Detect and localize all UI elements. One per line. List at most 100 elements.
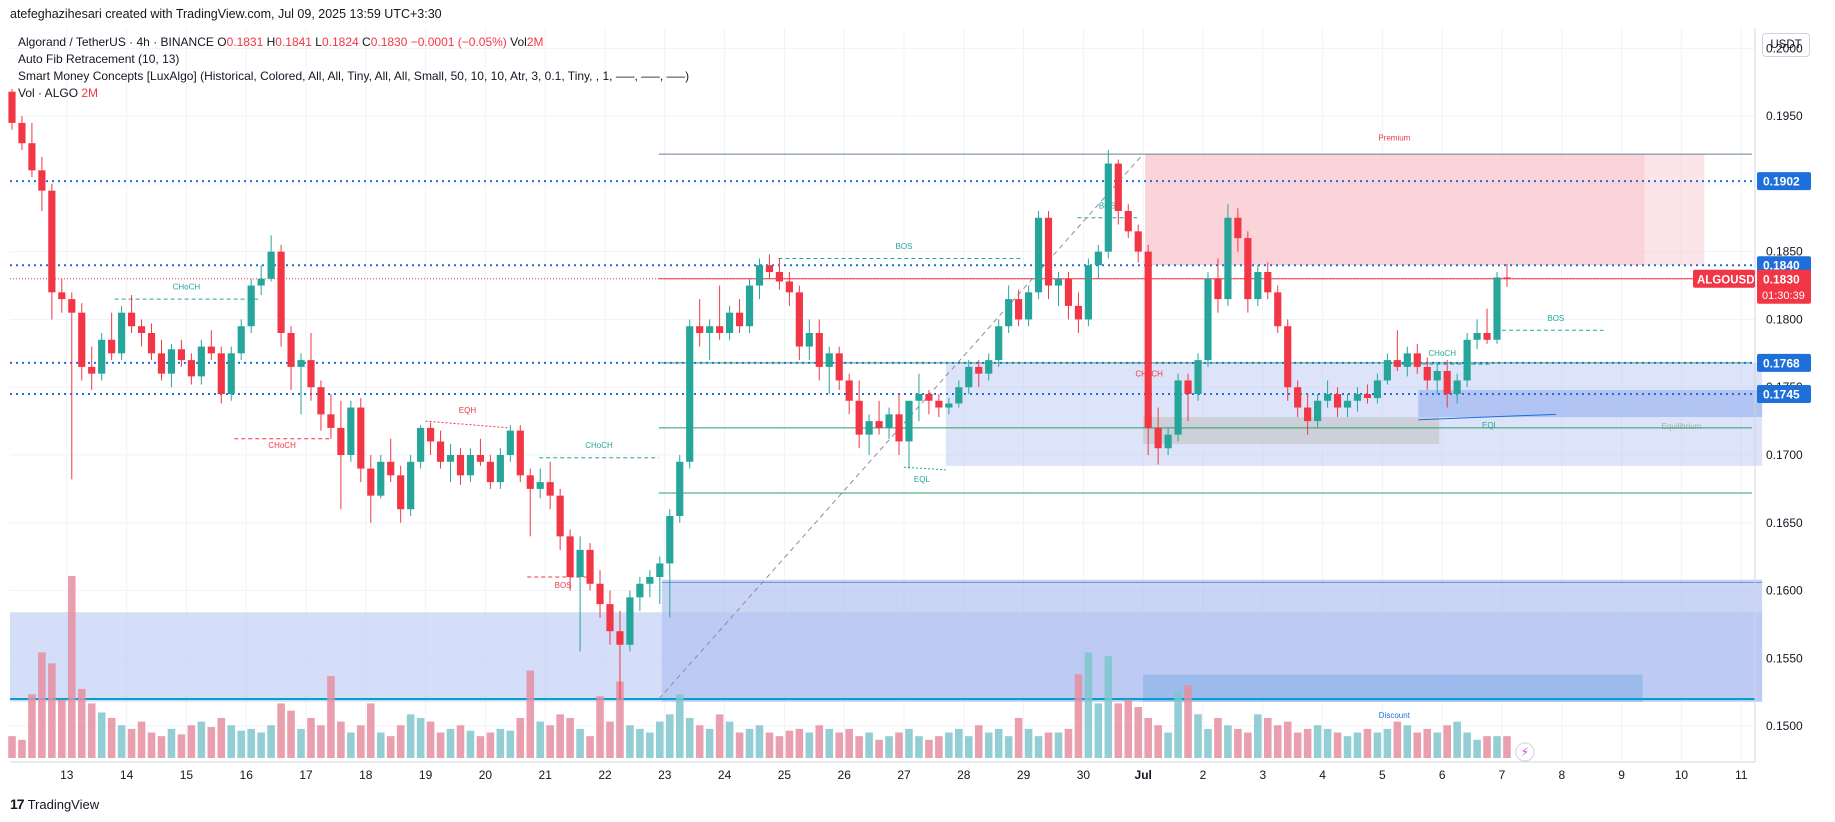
candle-body bbox=[735, 312, 744, 327]
candle-body bbox=[1194, 360, 1202, 394]
time-tick-label: 15 bbox=[180, 768, 194, 782]
chart-watermark-header: atefeghazihesari created with TradingVie… bbox=[10, 7, 442, 21]
currency-selector-button[interactable]: USDT bbox=[1762, 33, 1810, 57]
legend-indicator-smc[interactable]: Smart Money Concepts [LuxAlgo] (Historic… bbox=[18, 69, 690, 83]
volume-bar bbox=[1473, 739, 1481, 758]
candle-body bbox=[496, 455, 504, 483]
candle-body bbox=[725, 312, 734, 333]
candle-body bbox=[446, 455, 455, 462]
candle-body bbox=[137, 326, 146, 333]
candle-body bbox=[68, 299, 76, 313]
time-tick-label: 26 bbox=[838, 768, 852, 782]
volume-bar bbox=[506, 730, 515, 758]
candle-body bbox=[187, 360, 195, 377]
volume-bar bbox=[596, 696, 604, 758]
volume-bar bbox=[576, 728, 584, 758]
time-tick-label: 30 bbox=[1077, 768, 1091, 782]
volume-bar bbox=[825, 728, 834, 758]
candle-body bbox=[417, 427, 425, 462]
candle-body bbox=[237, 326, 245, 354]
volume-bar bbox=[486, 732, 495, 758]
volume-bar bbox=[287, 710, 295, 758]
legend-indicator-fib[interactable]: Auto Fib Retracement (10, 13) bbox=[18, 52, 180, 66]
candle-body bbox=[696, 326, 704, 333]
volume-bar bbox=[297, 728, 305, 758]
volume-bar bbox=[795, 728, 804, 758]
volume-bar bbox=[885, 736, 893, 758]
time-tick-label: 16 bbox=[240, 768, 254, 782]
volume-bar bbox=[1024, 728, 1033, 758]
time-tick-label: 2 bbox=[1200, 768, 1207, 782]
legend-volume-label: Vol · ALGO bbox=[18, 86, 79, 100]
candle-body bbox=[1005, 299, 1013, 327]
smc-zones: Premium Discount Equilibrium bbox=[10, 134, 1763, 720]
volume-bar bbox=[1104, 656, 1113, 758]
volume-bar bbox=[48, 663, 56, 758]
volume-bar bbox=[58, 699, 66, 758]
price-tick-label: 0.1800 bbox=[1766, 312, 1803, 326]
legend-ohlc-value: 0.1824 bbox=[321, 35, 359, 49]
volume-bar bbox=[426, 721, 435, 758]
volume-bar bbox=[546, 725, 554, 758]
candle-body bbox=[965, 366, 973, 388]
candle-body bbox=[197, 346, 205, 377]
candle-body bbox=[795, 292, 803, 347]
volume-bar bbox=[197, 721, 206, 758]
candle-body bbox=[616, 631, 624, 645]
candle-body bbox=[506, 430, 514, 455]
candle-body bbox=[1094, 251, 1102, 266]
candle-body bbox=[905, 400, 913, 442]
volume-bar bbox=[1034, 736, 1043, 758]
volume-bar bbox=[217, 717, 226, 758]
candle-body bbox=[656, 563, 664, 577]
volume-bar bbox=[735, 732, 744, 758]
candle-body bbox=[18, 122, 26, 144]
volume-bar bbox=[1124, 699, 1133, 758]
eqh-label: EQH bbox=[459, 406, 477, 415]
time-tick-label: 28 bbox=[957, 768, 971, 782]
volume-bar bbox=[67, 576, 76, 758]
candle-body bbox=[1174, 380, 1182, 435]
equilibrium-label: Equilibrium bbox=[1662, 422, 1702, 431]
volume-bar bbox=[247, 728, 255, 758]
legend-indicator-volume[interactable]: Vol · ALGO 2M bbox=[18, 85, 689, 102]
candle-body bbox=[716, 326, 724, 333]
candle-body bbox=[297, 360, 305, 367]
price-tick-label: 0.1650 bbox=[1766, 516, 1803, 530]
volume-bar bbox=[277, 703, 285, 758]
candle-body bbox=[277, 251, 285, 333]
volume-bar bbox=[18, 739, 26, 758]
volume-bar bbox=[1413, 732, 1422, 758]
candle-body bbox=[586, 549, 594, 584]
volume-bar bbox=[1224, 725, 1232, 758]
volume-bar bbox=[1164, 732, 1172, 758]
candle-body bbox=[1034, 217, 1043, 293]
volume-bar bbox=[1214, 717, 1222, 758]
volume-bar bbox=[536, 721, 545, 758]
candle-body bbox=[98, 339, 106, 374]
candle-body bbox=[287, 333, 295, 367]
volume-bar bbox=[745, 728, 754, 758]
legend-ohlc-value: 0.1841 bbox=[275, 35, 312, 49]
price-chart[interactable]: Premium Discount Equilibrium CHoCH CHoCH EQH… bbox=[0, 0, 1835, 790]
legend-symbol-row[interactable]: Algorand / TetherUS · 4h · BINANCE O0.18… bbox=[18, 34, 689, 51]
volume-bars bbox=[8, 576, 1511, 758]
volume-bar bbox=[476, 736, 485, 758]
current-price-text: 0.1830 bbox=[1763, 272, 1800, 286]
volume-bar bbox=[107, 717, 116, 758]
candle-body bbox=[945, 403, 953, 408]
tradingview-logo[interactable]: 17 TradingView bbox=[10, 796, 99, 812]
volume-bar bbox=[496, 728, 505, 758]
candle-body bbox=[8, 91, 16, 123]
lightning-icon: ⚡ bbox=[1521, 745, 1529, 759]
price-label-text: 0.1745 bbox=[1763, 388, 1800, 402]
candle-body bbox=[1024, 292, 1033, 320]
candle-body bbox=[407, 461, 415, 510]
time-tick-label: 23 bbox=[658, 768, 672, 782]
candle-body bbox=[227, 353, 235, 394]
candle-body bbox=[247, 285, 255, 327]
time-tick-label: 5 bbox=[1379, 768, 1386, 782]
candle-body bbox=[875, 421, 883, 428]
volume-bar bbox=[1064, 728, 1073, 758]
candle-body bbox=[805, 333, 813, 347]
